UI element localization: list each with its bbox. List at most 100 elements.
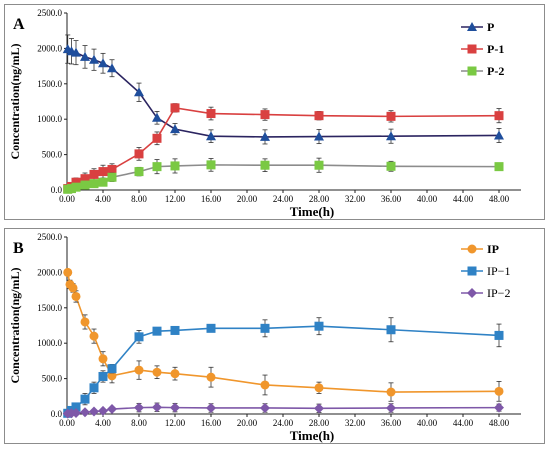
legend-item: IP−1 [461, 264, 510, 278]
data-point [314, 160, 324, 170]
x-tick-label: 12.00 [165, 194, 186, 204]
data-point [494, 402, 504, 413]
data-point [107, 164, 117, 174]
x-tick-label: 20.00 [237, 194, 258, 204]
data-point [80, 317, 90, 327]
x-tick-label: 32.00 [345, 194, 366, 204]
data-point [71, 182, 81, 192]
data-point [260, 131, 270, 141]
series-line [67, 325, 500, 414]
x-tick-label: 36.00 [381, 194, 402, 204]
legend-marker [467, 266, 477, 276]
data-point [206, 160, 216, 170]
data-point [89, 169, 99, 179]
legend-label: P [487, 20, 494, 34]
data-point [206, 372, 216, 382]
x-tick-label: 40.00 [417, 418, 438, 428]
y-tick-label: 2500.0 [37, 8, 62, 18]
legend-item: P [461, 20, 494, 34]
x-tick-label: 44.00 [453, 418, 474, 428]
data-point [107, 172, 117, 182]
y-tick-label: 500.0 [42, 374, 63, 384]
x-tick-label: 0.00 [59, 418, 75, 428]
y-tick-label: 2000.0 [37, 43, 62, 53]
x-tick-label: 24.00 [273, 418, 294, 428]
data-point [170, 103, 180, 113]
data-point [260, 323, 270, 333]
data-point [107, 63, 117, 73]
legend-marker [467, 22, 477, 31]
data-point [134, 332, 144, 342]
y-tick-label: 1000.0 [37, 114, 62, 124]
legend-label: P-2 [487, 64, 504, 78]
chart-panel-b: B 0.0 500.0 1000.0 1500.0 2000.0 2500.0 0.00 4.0… [4, 228, 545, 444]
x-tick-label: 28.00 [309, 194, 330, 204]
legend-marker [467, 288, 477, 298]
x-tick-label: 44.00 [453, 194, 474, 204]
x-tick-label: 4.00 [95, 194, 111, 204]
data-point [260, 402, 270, 413]
data-point [170, 161, 180, 171]
data-point [89, 179, 99, 189]
data-point [89, 54, 99, 64]
data-point [107, 404, 117, 415]
x-axis-title: Time(h) [290, 204, 335, 219]
data-point [494, 330, 504, 340]
x-tick-label: 0.00 [59, 194, 75, 204]
legend-label: IP−1 [487, 264, 510, 278]
x-tick-label: 40.00 [417, 194, 438, 204]
legend-label: P-1 [487, 42, 504, 56]
x-tick-label: 16.00 [201, 418, 222, 428]
data-point [206, 131, 216, 141]
data-point [134, 87, 144, 97]
legend-marker [467, 66, 477, 76]
series-line [67, 164, 500, 191]
data-point [80, 51, 90, 61]
x-tick-label: 4.00 [95, 418, 111, 428]
panel-label: B [13, 240, 24, 257]
data-point [494, 130, 504, 140]
data-point [206, 402, 216, 413]
data-point [260, 160, 270, 170]
data-point [386, 131, 396, 141]
series-P [62, 34, 504, 145]
data-point [80, 407, 90, 418]
chart-a-svg: A 0.0 500.0 1000.0 1500.0 2000.0 2500.0 0.00 4.0… [8, 8, 521, 219]
data-point [89, 406, 99, 417]
data-point [386, 402, 396, 413]
series-line [67, 48, 500, 138]
x-tick-label: 12.00 [165, 418, 186, 428]
data-point [386, 111, 396, 121]
x-tick-label: 16.00 [201, 194, 222, 204]
data-point [314, 321, 324, 331]
series-IP [63, 267, 504, 402]
x-tick-label: 28.00 [309, 418, 330, 428]
data-point [152, 133, 162, 143]
data-point [314, 111, 324, 121]
data-point [314, 403, 324, 414]
chart-panel-a: A 0.0 500.0 1000.0 1500.0 2000.0 2500.0 0.00 4.0… [4, 4, 545, 220]
data-point [80, 180, 90, 190]
y-tick-label: 2500.0 [37, 232, 62, 242]
data-point [68, 283, 78, 293]
data-point [71, 407, 81, 418]
data-point [80, 174, 90, 184]
data-point [71, 402, 81, 412]
data-point [206, 109, 216, 119]
series-IP−1 [63, 317, 504, 418]
data-point [71, 291, 81, 301]
legend-item: P-1 [461, 42, 504, 56]
series-P-1 [63, 103, 504, 194]
series-line [67, 406, 500, 415]
data-point [98, 177, 108, 187]
data-point [260, 380, 270, 390]
data-point [98, 371, 108, 381]
x-tick-label: 24.00 [273, 194, 294, 204]
legend-marker [467, 44, 477, 54]
chart-b-svg: B 0.0 500.0 1000.0 1500.0 2000.0 2500.0 0.00 4.0… [8, 232, 521, 443]
legend-label: IP [487, 242, 499, 256]
data-point [494, 386, 504, 396]
data-point [386, 325, 396, 335]
x-axis-title: Time(h) [290, 428, 335, 443]
y-tick-label: 0.0 [51, 409, 63, 419]
